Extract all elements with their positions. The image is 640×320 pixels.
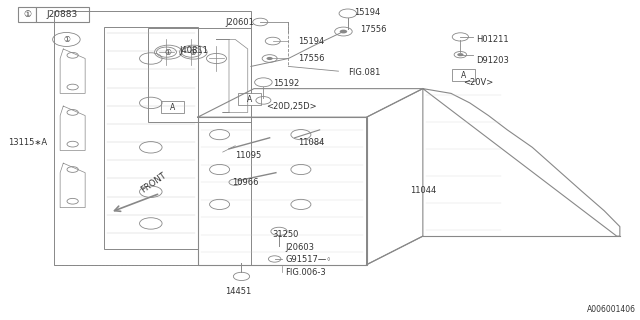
Circle shape [457,53,463,56]
Bar [161,101,184,113]
Text: A: A [170,102,175,112]
Text: A: A [247,95,252,104]
Text: 17556: 17556 [360,25,387,35]
Text: FIG.081: FIG.081 [348,68,380,77]
Text: ①: ① [23,10,31,19]
Text: ①: ① [190,48,196,57]
Text: ①: ① [63,35,70,44]
Bar [104,27,198,249]
Bar [54,11,251,265]
Text: 11044: 11044 [410,186,436,195]
Text: 15194: 15194 [298,36,324,45]
Text: 31250: 31250 [273,230,299,239]
Text: J20603: J20603 [285,243,314,252]
Text: 14451: 14451 [225,287,252,296]
Text: 13115∗A: 13115∗A [8,138,47,147]
Text: 10966: 10966 [232,178,259,187]
Circle shape [266,57,273,60]
Text: 11084: 11084 [298,138,324,147]
Text: <20D,25D>: <20D,25D> [266,101,317,111]
Bar [198,117,367,265]
Text: D91203: D91203 [476,56,509,65]
Bar [148,28,251,122]
Circle shape [340,30,347,33]
Text: J40811: J40811 [179,46,208,55]
Text: A: A [461,71,466,80]
Text: J20601: J20601 [225,18,254,27]
Text: 11095: 11095 [236,151,262,160]
Text: FRONT: FRONT [140,171,168,195]
Text: 15194: 15194 [354,8,380,17]
Bar [238,93,261,105]
Text: FIG.006-3: FIG.006-3 [285,268,326,277]
Bar [36,7,89,22]
Bar [18,7,36,22]
Text: A006001406: A006001406 [586,305,636,314]
Text: J20883: J20883 [46,10,77,19]
Text: H01211: H01211 [476,35,509,44]
Text: G91517—◦: G91517—◦ [285,255,332,264]
Bar [452,69,475,81]
Text: 15192: 15192 [273,79,299,88]
Text: <20V>: <20V> [463,78,493,87]
Text: 17556: 17556 [298,54,324,63]
Text: ①: ① [165,48,172,57]
